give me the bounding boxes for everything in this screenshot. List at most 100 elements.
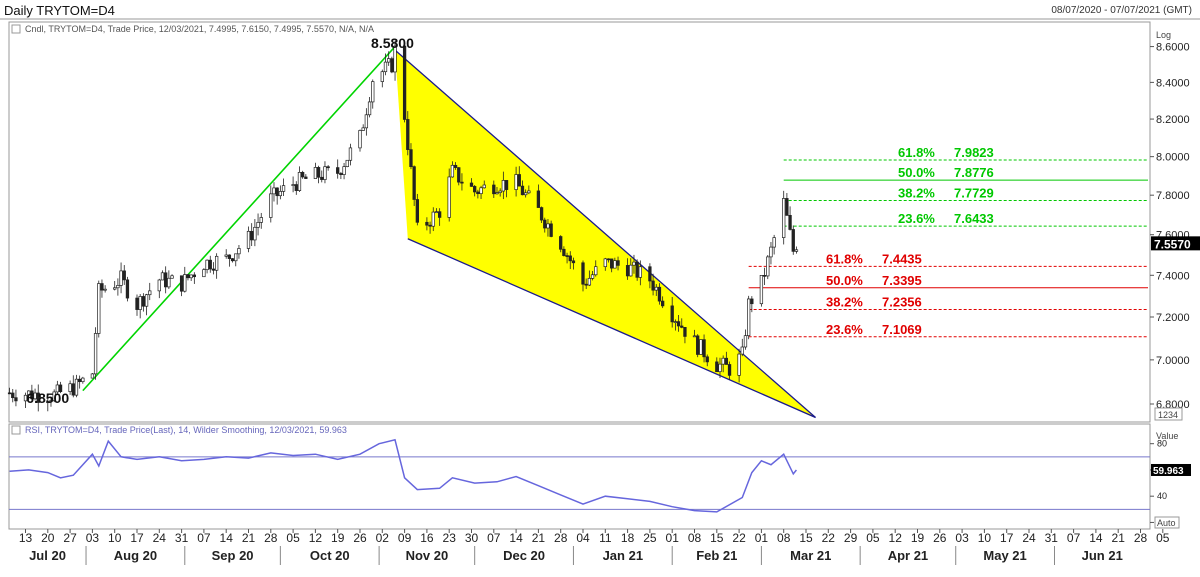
candle-body	[718, 363, 722, 373]
falling-wedge	[394, 49, 816, 419]
rsi-last-marker	[1151, 463, 1191, 476]
candle-body	[524, 192, 528, 196]
month-label: Jan 21	[603, 548, 643, 563]
candle-body	[246, 230, 251, 249]
candle-body	[492, 184, 496, 195]
candle-body	[253, 226, 257, 241]
price-tick-label: 8.2000	[1156, 114, 1190, 126]
price-tick-label: 8.0000	[1156, 152, 1190, 164]
candle-body	[562, 248, 566, 256]
candle-body	[387, 58, 391, 63]
candle-body	[766, 256, 770, 277]
month-label: Jul 20	[29, 548, 66, 563]
candle-body	[281, 185, 286, 192]
price-axis: 6.80007.00007.20007.40007.60007.80008.00…	[1150, 42, 1200, 411]
candle-body	[543, 219, 547, 229]
day-tick-label: 14	[1089, 531, 1103, 545]
day-tick-label: 03	[955, 531, 969, 545]
price-tick-label: 8.4000	[1156, 77, 1190, 89]
candle-body	[546, 223, 550, 229]
rsi-series	[9, 438, 1150, 513]
day-tick-label: 01	[666, 531, 680, 545]
uptrend-line-segment	[82, 46, 396, 392]
candle-body	[138, 296, 142, 310]
candle-body	[320, 176, 324, 180]
candle-body	[122, 270, 126, 281]
fib-value-label: 7.4435	[882, 251, 922, 266]
candle-body	[164, 272, 168, 288]
day-tick-label: 10	[108, 531, 122, 545]
candle-body	[702, 339, 706, 358]
month-label: Mar 21	[790, 548, 831, 563]
candle-body	[632, 261, 636, 266]
candle-body	[361, 127, 365, 131]
candle-body	[230, 258, 235, 262]
fib-value-label: 7.3395	[882, 273, 922, 288]
candle-body	[186, 274, 190, 279]
candle-body	[434, 211, 439, 214]
day-tick-label: 31	[1045, 531, 1059, 545]
candle-body	[339, 173, 343, 175]
day-tick-label: 08	[777, 531, 791, 545]
month-label: Nov 20	[406, 548, 449, 563]
candle-body	[119, 270, 123, 286]
day-tick-label: 02	[376, 531, 390, 545]
last-price-label: 7.5570	[1154, 237, 1191, 251]
candle-body	[55, 384, 60, 393]
candle-body	[791, 229, 795, 252]
corner-box[interactable]	[1154, 407, 1183, 421]
candle-body	[590, 274, 595, 279]
candle-body	[269, 193, 273, 218]
candle-body	[673, 321, 678, 323]
scale-label: Log	[1156, 30, 1171, 40]
candle-body	[482, 184, 486, 189]
candle-body	[453, 164, 458, 168]
candle-body	[304, 176, 308, 179]
candle-body	[565, 255, 569, 257]
candle-body	[635, 261, 639, 278]
candle-body	[571, 260, 576, 264]
fib-value-label: 7.6433	[954, 211, 994, 226]
month-label: Feb 21	[696, 548, 737, 563]
candle-body	[160, 272, 165, 281]
day-tick-label: 05	[286, 531, 300, 545]
fib-level-label: 38.2%	[898, 185, 935, 200]
candle-body	[402, 45, 407, 120]
price-legend: Cndl, TRYTOM=D4, Trade Price, 12/03/2021…	[25, 24, 374, 34]
candle-body	[699, 339, 703, 355]
candle-body	[250, 230, 254, 241]
auto-box[interactable]	[1154, 516, 1180, 529]
candle-body	[409, 149, 413, 167]
candle-body	[769, 246, 773, 258]
candle-body	[14, 397, 18, 402]
candle-body	[479, 187, 483, 195]
candle-body	[412, 166, 416, 200]
candle-body	[705, 356, 709, 363]
rsi-tick-label: 80	[1157, 439, 1167, 449]
candle-body	[383, 61, 388, 73]
candle-body	[93, 333, 98, 375]
candle-body	[148, 290, 152, 296]
fib-value-label: 7.1069	[882, 322, 922, 337]
candle-body	[214, 255, 219, 271]
candle-body	[358, 130, 362, 149]
candle-body	[348, 147, 353, 161]
day-tick-label: 21	[242, 531, 256, 545]
candle-body	[49, 400, 53, 403]
candle-body	[616, 260, 620, 266]
day-tick-label: 25	[643, 531, 657, 545]
candle-body	[498, 190, 502, 193]
candle-body	[517, 174, 521, 187]
candle-body	[33, 392, 37, 400]
month-label: Oct 20	[310, 548, 350, 563]
candle-body	[737, 353, 741, 376]
fib-level-label: 23.6%	[826, 322, 863, 337]
candle-body	[183, 274, 187, 292]
month-label: Apr 21	[888, 548, 928, 563]
rsi-line	[9, 438, 797, 513]
candle-body	[294, 184, 298, 191]
candle-body	[759, 275, 764, 305]
candle-body	[125, 279, 130, 299]
candle-body	[501, 180, 506, 192]
candle-body	[27, 390, 31, 396]
